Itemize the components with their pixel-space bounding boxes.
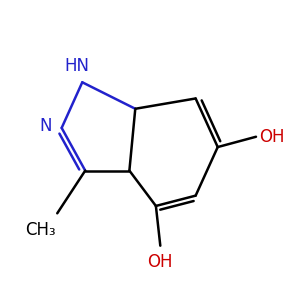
Text: N: N [39,117,52,135]
Text: OH: OH [148,253,173,271]
Text: OH: OH [259,128,284,146]
Text: HN: HN [64,57,89,75]
Text: CH₃: CH₃ [25,221,56,239]
